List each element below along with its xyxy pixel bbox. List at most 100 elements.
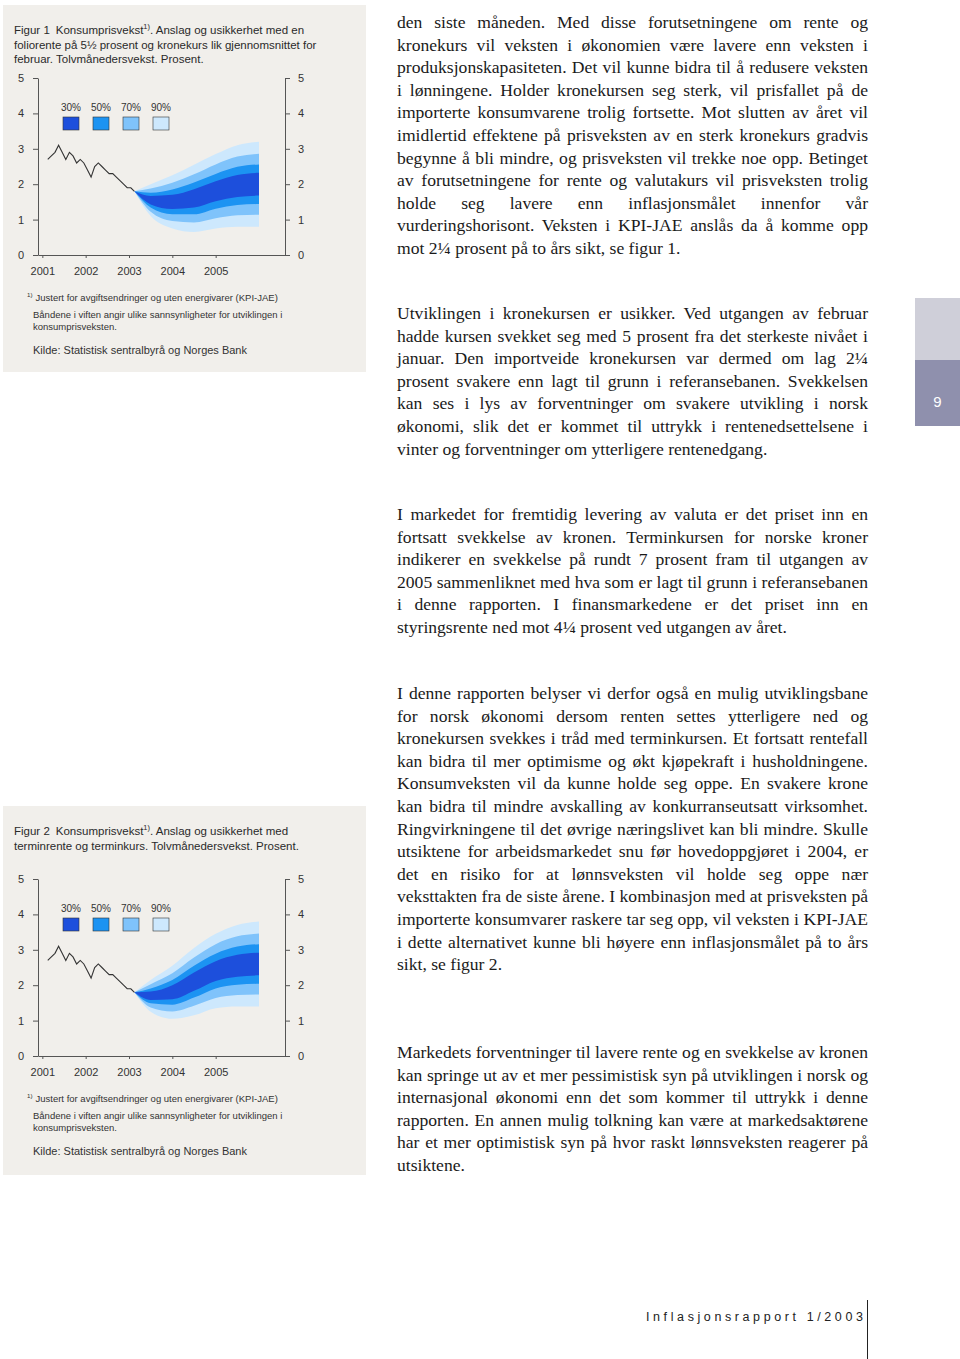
legend-swatch	[63, 117, 79, 130]
y-tick-label: 4	[18, 107, 24, 119]
legend-item: 30%	[61, 102, 81, 130]
tick: 5	[18, 72, 38, 84]
legend-item: 90%	[151, 102, 171, 130]
chart-svg: 2001200220032004200501234501234530%50%70…	[3, 5, 366, 285]
x-axis: 20012002200320042005	[31, 1056, 286, 1078]
x-tick-mark	[172, 1056, 173, 1059]
y2-tick-mark	[285, 220, 290, 221]
y-axis: 012345	[18, 72, 39, 261]
x-tick-label: 2005	[204, 265, 228, 277]
y-tick-mark	[33, 220, 38, 221]
legend-item: 30%	[61, 903, 81, 931]
y2-tick-mark	[285, 255, 290, 256]
legend-label: 70%	[121, 102, 141, 113]
tick: 5	[18, 873, 38, 885]
page-tab: 9	[915, 360, 960, 426]
figure-note: Båndene i viften angir ulike sannsynligh…	[33, 1110, 333, 1134]
y2-tick-mark	[285, 914, 290, 915]
axis-line	[39, 255, 286, 256]
legend-swatch	[93, 117, 109, 130]
axis-line	[285, 79, 286, 256]
x-tick-label: 2004	[161, 1066, 185, 1078]
x-tick-label: 2005	[204, 1066, 228, 1078]
tick: 1	[285, 214, 304, 226]
legend-label: 70%	[121, 903, 141, 914]
page: Figur 1Konsumprisvekst1). Anslag og usik…	[0, 0, 960, 1359]
title-text: Konsumprisvekst	[56, 24, 144, 36]
y2-tick-label: 5	[298, 873, 304, 885]
y-tick-label: 5	[18, 72, 24, 84]
x-tick-label: 2003	[117, 265, 141, 277]
tick: 3	[285, 143, 304, 155]
tick: 2005	[204, 1056, 228, 1078]
x-tick-mark	[42, 1056, 43, 1059]
paragraph: Utviklingen i kronekursen er usikker. Ve…	[397, 302, 868, 460]
legend-swatch	[153, 117, 169, 130]
legend-swatch	[63, 918, 79, 931]
fan-band	[134, 944, 259, 1005]
tick: 2002	[74, 255, 98, 277]
y-axis: 012345	[18, 873, 39, 1062]
y-tick-label: 5	[18, 873, 24, 885]
legend-label: 50%	[91, 903, 111, 914]
y2-tick-label: 0	[298, 249, 304, 261]
fan-band	[134, 953, 259, 1000]
y2-tick-mark	[285, 149, 290, 150]
x-tick-mark	[129, 255, 130, 258]
y2-tick-mark	[285, 184, 290, 185]
fan-band	[134, 934, 259, 1012]
y-tick-label: 1	[18, 1015, 24, 1027]
y-tick-label: 0	[18, 249, 24, 261]
y2-tick-label: 4	[298, 107, 304, 119]
figure-note: Kilde: Statistisk sentralbyrå og Norges …	[33, 1145, 333, 1157]
tick: 1	[18, 214, 38, 226]
tick: 4	[18, 908, 38, 920]
y-tick-mark	[33, 255, 38, 256]
y2-tick-mark	[285, 1056, 290, 1057]
y-tick-mark	[33, 149, 38, 150]
tick: 1	[18, 1015, 38, 1027]
y2-tick-mark	[285, 879, 290, 880]
y2-tick-mark	[285, 78, 290, 79]
x-tick-mark	[216, 1056, 217, 1059]
tick: 2005	[204, 255, 228, 277]
x-tick-label: 2001	[31, 265, 55, 277]
legend-label: 50%	[91, 102, 111, 113]
footnote-mark: 1)	[27, 1092, 32, 1099]
tick: 0	[285, 1050, 304, 1062]
tick: 5	[285, 72, 304, 84]
axis-line	[38, 880, 39, 1057]
figure-note: Båndene i viften angir ulike sannsynligh…	[33, 309, 333, 333]
footer-rule	[867, 1300, 868, 1359]
tick: 2	[285, 178, 304, 190]
tick: 0	[285, 249, 304, 261]
figure-box: Figur 1Konsumprisvekst1). Anslag og usik…	[3, 5, 366, 372]
history-line	[48, 946, 135, 992]
footnote: 1)Justert for avgiftsendringer og uten e…	[27, 292, 327, 304]
page-tab-light	[915, 298, 960, 360]
tick: 2001	[31, 1056, 55, 1078]
paragraph: I denne rapporten belyser vi derfor også…	[397, 682, 868, 976]
x-tick-label: 2003	[117, 1066, 141, 1078]
y2-tick-label: 1	[298, 1015, 304, 1027]
x-tick-mark	[86, 1056, 87, 1059]
y-tick-label: 2	[18, 178, 24, 190]
title-text: Konsumprisvekst	[56, 825, 144, 837]
y2-tick-label: 4	[298, 908, 304, 920]
paragraph: den siste måneden. Med disse forutsetnin…	[397, 11, 868, 260]
axis-line	[285, 880, 286, 1057]
fan-band	[134, 142, 259, 232]
fan-band	[134, 173, 259, 209]
y-tick-label: 2	[18, 979, 24, 991]
title-footnote-mark: 1)	[143, 823, 150, 832]
x-tick-mark	[86, 255, 87, 258]
legend-item: 90%	[151, 903, 171, 931]
figure-title: Figur 1Konsumprisvekst1). Anslag og usik…	[14, 23, 344, 67]
tick: 3	[285, 944, 304, 956]
y2-tick-label: 2	[298, 178, 304, 190]
x-tick-mark	[129, 1056, 130, 1059]
legend-item: 70%	[121, 102, 141, 130]
y-tick-mark	[33, 879, 38, 880]
y-tick-mark	[33, 1056, 38, 1057]
y2-tick-mark	[285, 1021, 290, 1022]
